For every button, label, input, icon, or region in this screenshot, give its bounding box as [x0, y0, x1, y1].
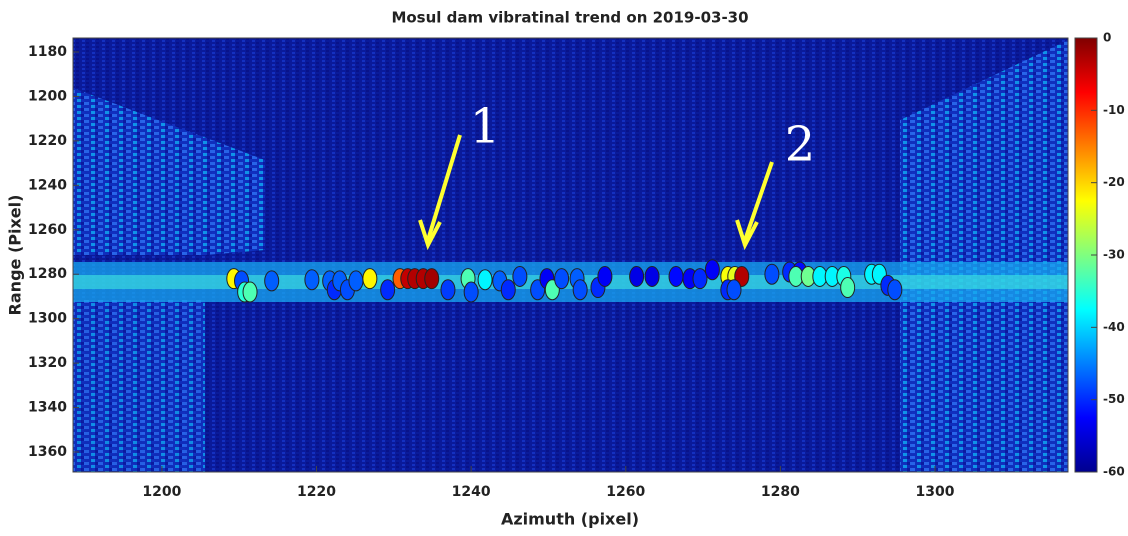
scatter-point	[500, 279, 516, 301]
plot-frame	[72, 37, 1069, 473]
scatter-point	[704, 259, 720, 281]
scatter-point	[554, 268, 570, 290]
x-axis-label: Azimuth (pixel)	[501, 510, 639, 529]
scatter-point	[629, 265, 645, 287]
y-tick-label: 1200	[28, 88, 67, 104]
x-tick-label: 1240	[452, 484, 491, 500]
scatter-point	[242, 281, 258, 303]
scatter-point	[692, 268, 708, 290]
scatter-point	[477, 269, 493, 291]
scatter-point	[304, 269, 320, 291]
colorbar-tick-label: -20	[1103, 175, 1125, 189]
chart-title: Mosul dam vibratinal trend on 2019-03-30	[391, 9, 748, 27]
scatter-point	[512, 265, 528, 287]
scatter-point	[424, 268, 440, 290]
annotation: 2	[785, 117, 816, 173]
scatter-point	[840, 277, 856, 299]
scatter-point	[572, 279, 588, 301]
scatter-point	[644, 265, 660, 287]
scatter-point	[264, 270, 280, 292]
scatter-point	[362, 268, 378, 290]
scatter-point	[348, 270, 364, 292]
scatter-point	[668, 265, 684, 287]
y-tick-label: 1260	[28, 222, 67, 238]
scatter-point	[764, 263, 780, 285]
arrow	[426, 134, 462, 241]
y-tick-label: 1320	[28, 355, 67, 371]
scatter-point	[380, 279, 396, 301]
scatter-point	[726, 279, 742, 301]
y-tick-label: 1240	[28, 177, 67, 193]
y-tick-label: 1180	[28, 44, 67, 60]
arrow-head	[735, 219, 759, 251]
colorbar-tick-label: -10	[1103, 103, 1125, 117]
colorbar-tick-label: -30	[1103, 248, 1125, 262]
y-tick-label: 1360	[28, 444, 67, 460]
x-tick-label: 1300	[916, 484, 955, 500]
arrow	[743, 161, 774, 241]
y-tick-label: 1280	[28, 266, 67, 282]
x-tick-label: 1220	[297, 484, 336, 500]
arrow-head	[418, 219, 442, 251]
colorbar-tick-label: 0	[1103, 31, 1111, 45]
y-axis-label: Range (Pixel)	[6, 195, 25, 316]
scatter-point	[887, 279, 903, 301]
x-tick-label: 1200	[142, 484, 181, 500]
y-tick-label: 1340	[28, 400, 67, 416]
colorbar-tick-label: -60	[1103, 465, 1125, 479]
heatmap	[73, 38, 1068, 472]
scatter-point	[597, 265, 613, 287]
x-tick-label: 1280	[761, 484, 800, 500]
y-tick-label: 1300	[28, 311, 67, 327]
colorbar-tick-label: -50	[1103, 392, 1125, 406]
scatter-point	[463, 281, 479, 303]
annotation: 1	[470, 99, 501, 155]
y-tick-label: 1220	[28, 133, 67, 149]
x-tick-label: 1260	[606, 484, 645, 500]
scatter-point	[440, 279, 456, 301]
colorbar-tick-label: -40	[1103, 320, 1125, 334]
